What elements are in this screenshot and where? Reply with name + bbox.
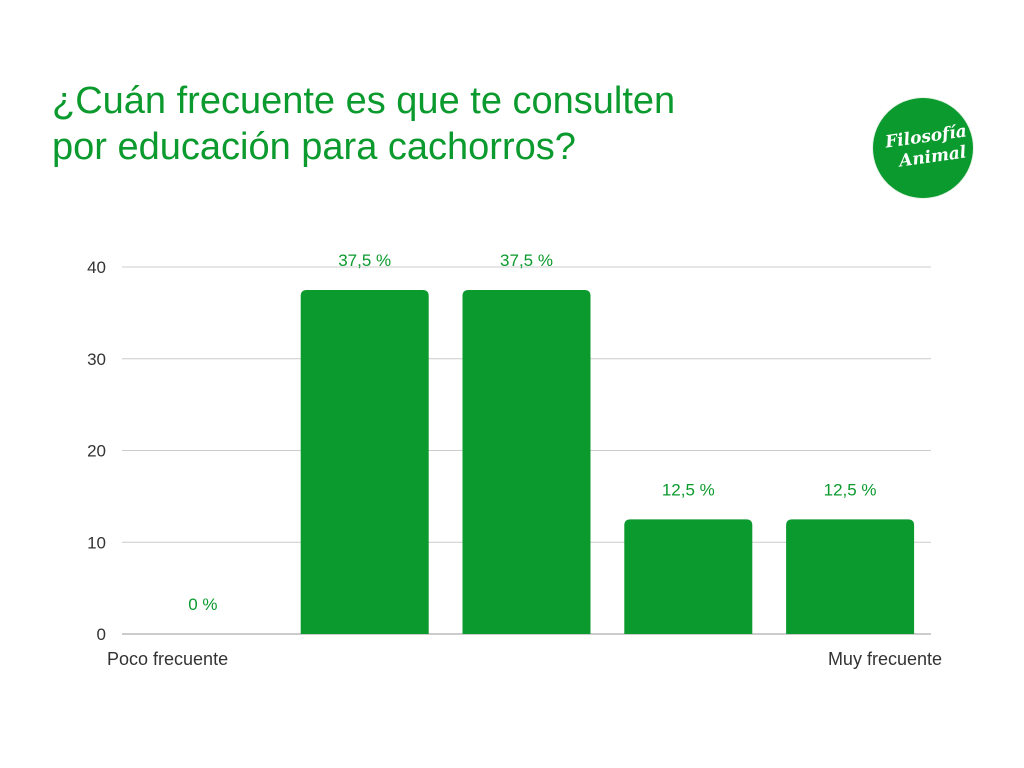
data-label: 37,5 % xyxy=(338,251,391,270)
data-label: 37,5 % xyxy=(500,251,553,270)
brand-logo: Filosofía Animal xyxy=(873,98,973,198)
bar xyxy=(786,519,915,634)
data-label: 12,5 % xyxy=(662,480,715,499)
data-label: 0 % xyxy=(188,595,217,614)
y-tick-label: 30 xyxy=(87,350,106,369)
bar xyxy=(624,519,753,634)
bar xyxy=(462,289,591,634)
y-tick-label: 10 xyxy=(87,533,106,552)
y-tick-label: 40 xyxy=(87,258,106,277)
x-label-low: Poco frecuente xyxy=(107,649,228,669)
bar xyxy=(300,289,429,634)
y-tick-label: 20 xyxy=(87,442,106,461)
data-label: 12,5 % xyxy=(824,480,877,499)
x-label-high: Muy frecuente xyxy=(828,649,942,669)
y-tick-label: 0 xyxy=(97,625,106,644)
chart-title-line-1: ¿Cuán frecuente es que te consulten xyxy=(52,80,676,122)
chart-title-line-2: por educación para cachorros? xyxy=(52,126,576,168)
chart-title: ¿Cuán frecuente es que te consulten por … xyxy=(52,78,852,170)
